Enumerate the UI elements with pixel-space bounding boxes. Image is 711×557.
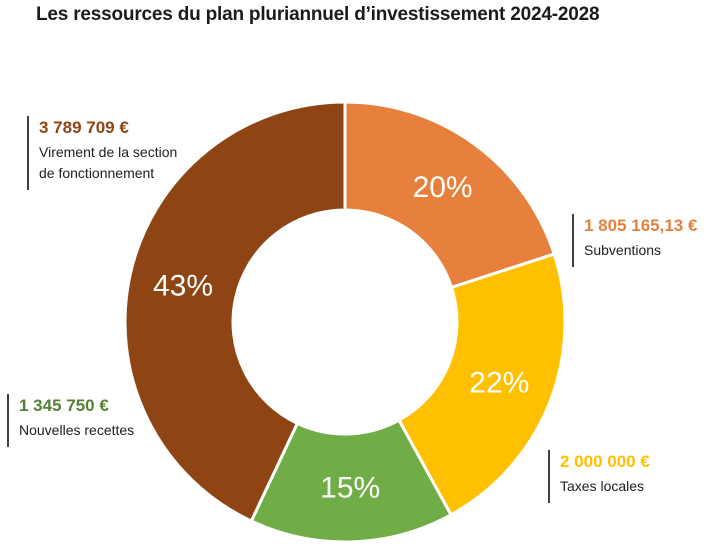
slice-percent-label: 20% [413, 171, 473, 204]
callout-taxes-value: 2 000 000 € [560, 452, 650, 471]
callout-subventions: 1 805 165,13 € Subventions [572, 214, 697, 267]
donut-slice-taxes-locales [397, 252, 567, 517]
callout-virement-label-line2: de fonctionnement [39, 165, 155, 181]
donut-slice-virement-de-la-section-de-fonctionnement [123, 100, 347, 523]
callout-virement: 3 789 709 € Virement de la section de fo… [27, 116, 177, 190]
callout-subventions-value: 1 805 165,13 € [584, 216, 698, 235]
chart-title: Les ressources du plan pluriannuel d’inv… [36, 4, 600, 25]
callout-virement-label-line1: Virement de la section [39, 144, 178, 160]
callout-virement-value: 3 789 709 € [39, 118, 129, 137]
slice-percent-label: 43% [153, 269, 213, 302]
slice-percent-label: 22% [469, 367, 529, 400]
callout-taxes: 2 000 000 € Taxes locales [548, 450, 650, 503]
donut-slice-subventions [343, 100, 556, 289]
callout-nouvelles: 1 345 750 € Nouvelles recettes [7, 394, 134, 447]
callout-taxes-label: Taxes locales [560, 478, 645, 494]
callout-nouvelles-label: Nouvelles recettes [19, 422, 135, 438]
donut-slice-nouvelles-recettes [249, 418, 453, 544]
slice-percent-label: 15% [320, 471, 380, 504]
callout-nouvelles-value: 1 345 750 € [19, 396, 109, 415]
callout-subventions-label: Subventions [584, 242, 662, 258]
